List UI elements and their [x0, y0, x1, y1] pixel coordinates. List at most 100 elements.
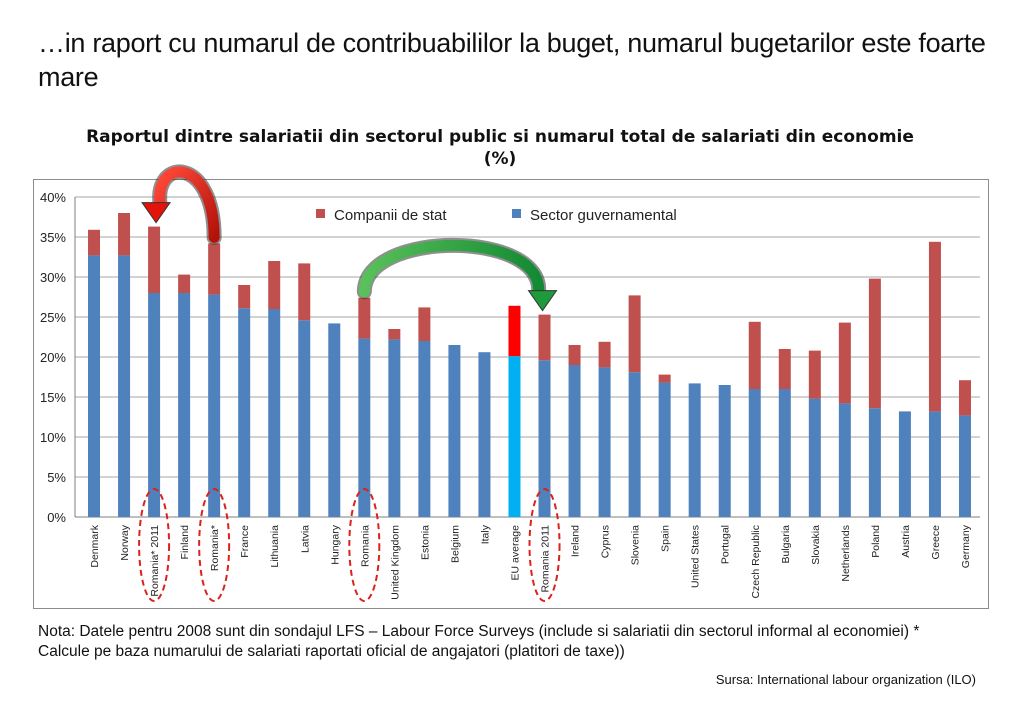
x-tick-label-czech-republic: Czech Republic [750, 525, 762, 599]
bar-companii-cyprus [598, 341, 611, 368]
y-tick-label: 5% [47, 470, 66, 485]
bar-sector-hungary [328, 323, 341, 517]
bar-companii-latvia [298, 263, 311, 321]
circle-highlight-romania [348, 488, 381, 602]
arrow-shaft-romania [154, 166, 220, 243]
x-tick-label-greece: Greece [930, 525, 942, 560]
footnote: Nota: Datele pentru 2008 sunt din sondaj… [38, 623, 920, 660]
y-tick-label: 35% [40, 230, 66, 245]
bar-sector-lithuania [268, 309, 281, 517]
x-tick-label-eu-average: EU average [509, 525, 521, 581]
y-tick-label: 25% [40, 310, 66, 325]
annotations [138, 164, 561, 602]
bar-companii-czech-republic [748, 321, 761, 389]
bar-sector-netherlands [838, 403, 851, 517]
bar-sector-united-states [688, 383, 701, 517]
x-tick-label-finland: Finland [179, 525, 191, 560]
arrow-head-romania-2011 [527, 290, 558, 312]
bar-companii-ireland [568, 345, 581, 365]
y-tick-label: 0% [47, 510, 66, 525]
bar-companii-romania [358, 297, 371, 339]
chart-title: Raportul dintre salariatii din sectorul … [86, 127, 914, 169]
y-tick-label: 10% [40, 430, 66, 445]
x-tick-label-italy: Italy [479, 524, 491, 544]
x-tick-label-cyprus: Cyprus [600, 525, 612, 558]
bars [88, 213, 971, 517]
bar-companii-greece [928, 241, 941, 412]
bar-companii-denmark [88, 229, 101, 256]
bar-sector-eu-average [508, 356, 521, 517]
circle-highlight-romania [198, 488, 231, 602]
x-tick-label-romania: Romania* [209, 525, 221, 571]
legend-swatch-sector [512, 209, 521, 218]
bar-companii-norway [118, 213, 131, 256]
bar-companii-romania [208, 243, 221, 295]
bar-companii-slovenia [628, 295, 641, 373]
bar-companii-estonia [418, 307, 431, 341]
x-tick-label-united-kingdom: United Kingdom [389, 525, 401, 600]
bar-sector-cyprus [598, 367, 611, 517]
legend: Companii de stat Sector guvernamental [316, 207, 677, 224]
y-tick-label: 30% [40, 270, 66, 285]
bar-sector-ireland [568, 365, 581, 517]
bar-sector-germany [958, 415, 971, 517]
x-tick-label-romania: Romania [359, 525, 371, 567]
bar-sector-norway [118, 255, 131, 517]
bar-sector-estonia [418, 341, 431, 517]
x-tick-label-slovakia: Slovakia [810, 525, 822, 565]
x-tick-label-latvia: Latvia [299, 525, 311, 553]
x-tick-label-romania-2011: Romania 2011 [540, 525, 552, 593]
bar-sector-romania [208, 294, 221, 517]
bar-companii-netherlands [838, 322, 851, 404]
circle-highlight-romania-2011 [528, 488, 561, 602]
x-tick-label-netherlands: Netherlands [840, 525, 852, 582]
source-credit: Sursa: International labour organization… [715, 672, 976, 687]
x-tick-label-germany: Germany [960, 524, 972, 568]
bar-companii-finland [178, 274, 191, 293]
x-tick-label-romania-2011: Romania* 2011 [149, 525, 161, 597]
x-tick-label-united-states: United States [690, 525, 702, 588]
bar-sector-belgium [448, 345, 461, 517]
bar-companii-france [238, 285, 251, 309]
x-tick-label-bulgaria: Bulgaria [780, 525, 792, 564]
legend-label-sector: Sector guvernamental [530, 207, 677, 224]
bar-companii-romania-2011 [148, 226, 161, 293]
bar-sector-latvia [298, 320, 311, 517]
legend-swatch-companii [316, 209, 325, 218]
bar-sector-romania [358, 338, 371, 517]
x-tick-label-estonia: Estonia [419, 525, 431, 560]
x-tick-label-denmark: Denmark [89, 524, 101, 567]
x-tick-label-ireland: Ireland [570, 525, 582, 557]
bar-sector-romania-2011 [538, 360, 551, 517]
x-tick-label-austria: Austria [900, 525, 912, 558]
bar-sector-czech-republic [748, 389, 761, 517]
bar-sector-bulgaria [778, 389, 791, 517]
y-tick-label: 15% [40, 390, 66, 405]
bar-sector-greece [928, 411, 941, 517]
bar-sector-poland [868, 408, 881, 517]
bar-sector-france [238, 308, 251, 517]
legend-label-companii: Companii de stat [334, 207, 447, 224]
bar-sector-slovenia [628, 372, 641, 517]
tick-labels: 0% 5% 10% 15% 20% 25% 30% 35% 40% Denmark Norway Ro… [40, 190, 972, 600]
bar-sector-romania-2011 [148, 293, 161, 517]
x-tick-label-portugal: Portugal [720, 525, 732, 564]
bar-sector-portugal [718, 385, 731, 517]
bar-companii-lithuania [268, 261, 281, 309]
x-tick-label-poland: Poland [870, 525, 882, 558]
bar-companii-slovakia [808, 350, 821, 399]
bar-companii-romania-2011 [538, 314, 551, 361]
x-tick-label-hungary: Hungary [329, 524, 341, 564]
bar-sector-italy [478, 352, 491, 517]
bar-companii-spain [658, 374, 671, 383]
bar-sector-finland [178, 293, 191, 517]
bar-companii-bulgaria [778, 349, 791, 389]
bar-sector-austria [898, 411, 911, 517]
bar-sector-slovakia [808, 398, 821, 517]
x-tick-label-lithuania: Lithuania [269, 525, 281, 568]
bar-companii-poland [868, 278, 881, 409]
circle-highlight-romania-2011 [138, 488, 171, 602]
arrow-head-romania-2011 [141, 202, 172, 224]
bar-sector-united-kingdom [388, 339, 401, 517]
